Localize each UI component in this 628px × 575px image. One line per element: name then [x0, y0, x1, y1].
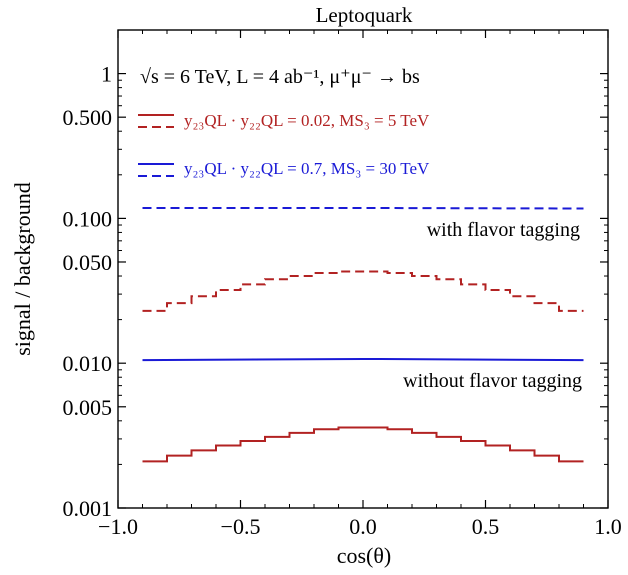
series-line-0 — [142, 270, 584, 312]
legend-red-label: y₂₃QL · y₂₂QL = 0.02, MS₃ = 5 TeV — [184, 111, 430, 130]
y-tick-label: 1 — [101, 62, 112, 87]
y-tick-label: 0.010 — [63, 351, 113, 376]
legend: y₂₃QL · y₂₂QL = 0.02, MS₃ = 5 TeV y₂₃QL … — [138, 111, 430, 178]
y-tick-label: 0.005 — [63, 395, 113, 420]
y-axis-label: signal / background — [10, 182, 35, 356]
annotation-without-flavor-tagging: without flavor tagging — [403, 370, 582, 392]
y-tick-label: 0.500 — [63, 105, 113, 130]
x-tick-label: −0.5 — [221, 514, 261, 539]
annotation-with-flavor-tagging: with flavor tagging — [427, 219, 580, 241]
y-tick-label: 0.050 — [63, 250, 113, 275]
y-tick-label: 0.100 — [63, 206, 113, 231]
legend-blue-label: y₂₃QL · y₂₂QL = 0.7, MS₃ = 30 TeV — [184, 159, 430, 178]
series-line-3 — [142, 357, 584, 362]
x-tick-label: 1.0 — [594, 514, 622, 539]
axis-ticks: −1.0 −0.5 0.0 0.5 1.0 0.001 0.005 0.010 0.050 0.1… — [63, 29, 622, 539]
process-label: √s = 6 TeV, L = 4 ab⁻¹, μ⁺μ⁻ → bs — [140, 66, 420, 88]
x-tick-label: 0.0 — [349, 514, 377, 539]
plot-frame — [117, 29, 609, 509]
x-axis-label: cos(θ) — [337, 543, 392, 568]
x-tick-label: 0.5 — [472, 514, 500, 539]
chart-title: Leptoquark — [316, 3, 413, 27]
y-tick-label: 0.001 — [63, 496, 113, 521]
series-layer — [142, 206, 584, 463]
x-tick-label: −1.0 — [98, 514, 138, 539]
series-line-2 — [142, 206, 584, 210]
series-line-1 — [142, 426, 584, 463]
